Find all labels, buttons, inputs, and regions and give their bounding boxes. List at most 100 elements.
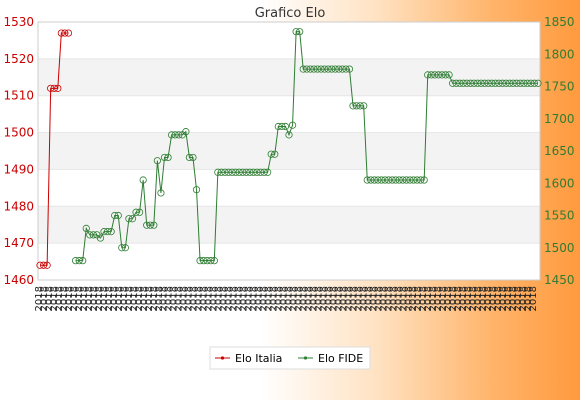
series-point-elo-fide	[456, 79, 464, 87]
right-tick-label: 1850	[544, 15, 575, 29]
series-point-elo-fide	[235, 168, 243, 176]
x-tick-label: 2018	[249, 286, 260, 311]
right-tick-label: 1650	[544, 144, 575, 158]
series-point-elo-fide	[338, 65, 346, 73]
x-tick-label: 2018	[473, 286, 484, 311]
x-tick-label: 2018	[303, 286, 314, 311]
x-tick-label: 2018	[393, 286, 404, 311]
series-point-elo-fide	[367, 176, 375, 184]
grid-band	[38, 132, 540, 170]
x-tick-label: 2018	[94, 286, 105, 311]
x-tick-label: 2018	[99, 286, 110, 311]
series-point-elo-fide	[513, 79, 521, 87]
series-point-elo-fide	[452, 79, 460, 87]
series-point-elo-fide	[466, 79, 475, 87]
grid-band	[38, 58, 540, 96]
x-tick-label: 2018	[523, 286, 534, 311]
series-point-elo-italia	[47, 84, 55, 92]
x-tick-label: 2018	[528, 286, 539, 311]
series-point-elo-fide	[431, 71, 439, 79]
x-tick-label: 2018	[84, 286, 95, 311]
x-tick-label: 2018	[343, 286, 354, 311]
series-point-elo-fide	[463, 79, 471, 87]
series-point-elo-fide	[374, 176, 382, 184]
legend: Elo Italia Elo FIDE	[209, 346, 371, 370]
series-point-elo-fide	[271, 150, 279, 158]
x-tick-label: 2018	[134, 286, 145, 311]
x-tick-label: 2018	[283, 286, 294, 311]
x-tick-label: 2018	[44, 286, 55, 311]
series-point-elo-fide	[256, 168, 265, 176]
series-point-elo-fide	[370, 176, 378, 184]
series-point-elo-fide	[153, 157, 161, 165]
series-point-elo-fide	[246, 168, 254, 176]
x-tick-label: 2018	[109, 286, 120, 311]
x-tick-label: 2018	[74, 286, 85, 311]
series-point-elo-fide	[303, 65, 311, 73]
x-tick-label: 2018	[378, 286, 389, 311]
series-point-elo-fide	[445, 71, 453, 79]
series-point-elo-fide	[473, 79, 482, 87]
x-tick-label: 2018	[234, 286, 245, 311]
left-tick-label: 1500	[3, 126, 34, 140]
x-tick-label: 2018	[144, 286, 155, 311]
x-tick-label: 2018	[34, 286, 45, 311]
series-point-elo-italia	[61, 29, 69, 37]
series-point-elo-fide	[352, 102, 361, 110]
x-tick-label: 2018	[149, 286, 160, 311]
x-tick-label: 2018	[498, 286, 509, 311]
x-tick-label: 2018	[493, 286, 504, 311]
series-point-elo-fide	[516, 79, 524, 87]
left-tick-label: 1470	[3, 236, 34, 250]
series-point-elo-fide	[530, 79, 539, 87]
series-layer	[36, 28, 542, 269]
x-tick-label: 2018	[313, 286, 324, 311]
series-point-elo-fide	[424, 71, 432, 79]
series-point-elo-fide	[239, 168, 247, 176]
series-point-elo-fide	[79, 257, 87, 265]
series-point-elo-fide	[413, 176, 421, 184]
x-tick-label: 2018	[508, 286, 519, 311]
series-point-elo-fide	[324, 65, 332, 73]
x-tick-label: 2018	[468, 286, 479, 311]
series-point-elo-fide	[281, 122, 290, 131]
legend-item-elo-fide[interactable]: Elo FIDE	[298, 352, 363, 365]
x-tick-label: 2018	[224, 286, 235, 311]
legend-item-elo-italia[interactable]: Elo Italia	[215, 352, 282, 365]
series-point-elo-fide	[449, 79, 457, 87]
x-tick-label: 2018	[244, 286, 255, 311]
legend-marker-elo-fide	[303, 356, 308, 360]
series-point-elo-fide	[427, 71, 435, 79]
x-tick-label: 2018	[89, 286, 100, 311]
series-point-elo-fide	[171, 131, 179, 139]
x-tick-label: 2018	[219, 286, 230, 311]
series-point-elo-fide	[417, 176, 425, 184]
series-point-elo-fide	[477, 79, 485, 87]
series-point-elo-fide	[335, 65, 343, 73]
right-tick-label: 1500	[544, 241, 575, 255]
series-point-elo-fide	[306, 65, 314, 73]
series-point-elo-fide	[89, 231, 97, 239]
x-tick-label: 2018	[433, 286, 444, 311]
series-point-elo-fide	[349, 102, 357, 110]
x-tick-label: 2018	[139, 286, 150, 311]
x-axis: 2018201820182018201820182018201820182018…	[34, 286, 539, 311]
series-point-elo-fide	[520, 79, 528, 87]
series-point-elo-fide	[175, 131, 183, 139]
series-point-elo-fide	[388, 176, 396, 184]
series-point-elo-fide	[441, 71, 450, 79]
x-tick-label: 2018	[279, 286, 290, 311]
series-point-elo-fide	[527, 79, 535, 87]
right-tick-label: 1700	[544, 112, 575, 126]
series-point-elo-fide	[118, 244, 126, 252]
x-tick-label: 2018	[353, 286, 364, 311]
series-point-elo-fide	[132, 208, 140, 216]
x-tick-label: 2018	[373, 286, 384, 311]
x-tick-label: 2018	[209, 286, 220, 311]
series-point-elo-fide	[274, 122, 282, 131]
x-tick-label: 2018	[169, 286, 180, 311]
x-tick-label: 2018	[338, 286, 349, 311]
x-tick-label: 2018	[398, 286, 409, 311]
